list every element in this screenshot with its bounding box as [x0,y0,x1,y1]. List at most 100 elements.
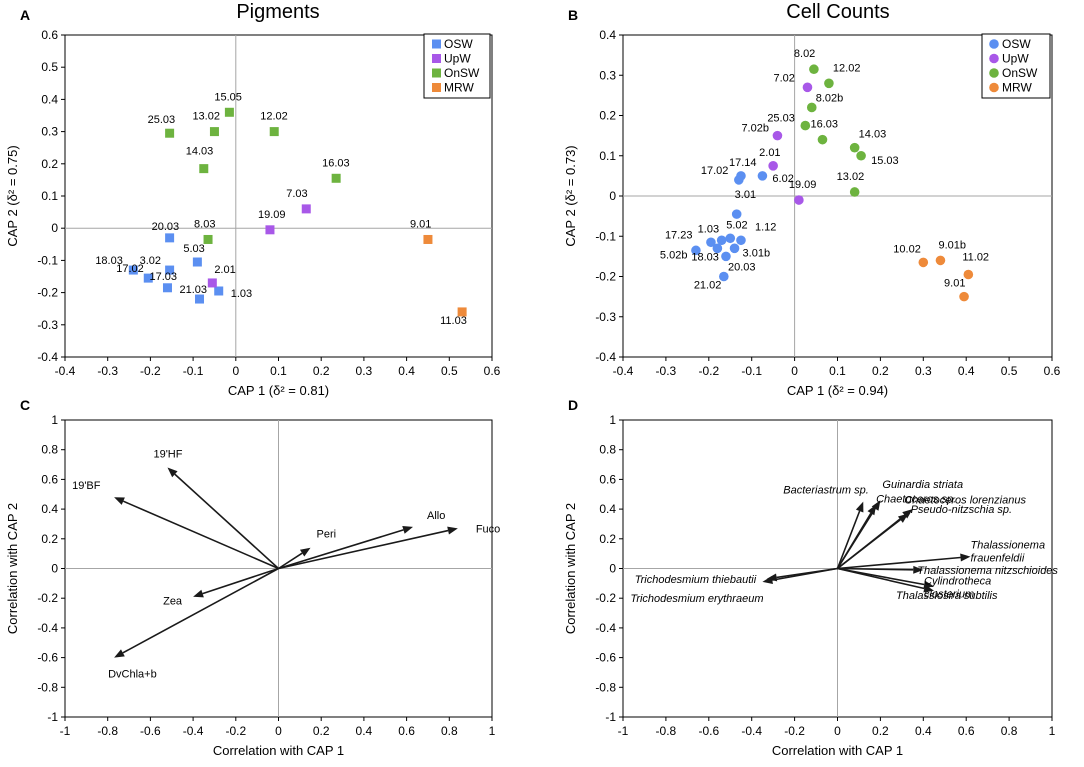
panel-b: B Cell Counts -0.4 -0.3 -0.2 -0.1 0 0.1 0.2 0.3 0.… [563,1,1061,398]
vector-label: Zea [163,596,183,608]
y-tick-label: 0 [609,562,616,576]
point-label: 19.09 [258,209,286,221]
y-tick-label: -0.8 [37,680,58,694]
vector-arrowhead [299,547,311,557]
data-point [800,120,811,131]
point-label: 9.01 [944,278,965,290]
point-label: 8.02 [794,48,815,60]
legend-label: MRW [1002,81,1032,95]
vector-arrow [837,567,914,571]
data-point [165,233,175,243]
point-label: 5.03 [183,243,204,255]
y-tick-label: 0.4 [599,28,616,42]
vector-arrowhead [871,500,881,511]
x-tick-label: 0.4 [958,364,975,378]
data-point [772,130,783,141]
vector-arrow [837,514,906,570]
x-tick-label: -0.6 [698,724,719,738]
vector-label: Thalassionema frauenfeldii [970,540,1045,565]
y-tick-label: 0.8 [599,443,616,457]
y-tick-label: 0.4 [41,502,58,516]
y-tick-label: -1 [605,710,616,724]
chart-title: Cell Counts [786,1,889,23]
y-tick-label: -0.1 [595,229,616,243]
x-tick-label: 0.6 [484,364,501,378]
x-tick-label: 0 [834,724,841,738]
point-label: 17.14 [729,157,757,169]
data-point [806,102,817,113]
x-tick-label: -0.6 [140,724,161,738]
point-label: 1.12 [755,221,776,233]
vector-arrowhead [923,584,935,593]
vector-arrowhead [855,501,864,513]
point-label: 25.03 [148,114,176,126]
vector-label: Peri [317,529,337,541]
data-point [736,235,746,246]
point-label: 2.01 [759,147,780,159]
point-label: 3.01b [743,247,771,259]
point-label: 3.01 [735,189,756,201]
y-tick-label: 0.4 [599,502,616,516]
y-tick-label: -0.4 [37,621,58,635]
vector-arrowhead [762,576,773,585]
x-tick-label: -0.3 [656,364,677,378]
point-label: 14.03 [186,146,214,158]
data-point [856,150,866,161]
point-label: 12.02 [260,111,288,123]
data-point [757,171,768,181]
y-tick-label: 0.2 [41,157,58,171]
vector-label: Thalassiosira subtilis [896,590,998,602]
data-point [457,307,467,317]
data-point [719,271,729,282]
data-point [165,128,175,138]
data-point [794,195,804,205]
x-tick-label: -0.4 [183,724,204,738]
data-point [716,235,727,246]
vector-label: Fuco [476,523,500,535]
x-tick-label: 0 [232,364,239,378]
data-point [802,82,813,93]
x-tick-label: 0 [275,724,282,738]
data-point [165,265,175,275]
y-axis-label: CAP 2 (δ² = 0.75) [5,145,20,246]
y-tick-label: 0.6 [41,472,58,486]
x-axis-label: Correlation with CAP 1 [772,743,903,758]
vector-arrow [174,473,280,570]
y-tick-label: -0.2 [37,286,58,300]
x-tick-label: -1 [60,724,71,738]
data-point [809,64,819,75]
data-point [192,257,202,267]
point-label: 20.03 [152,221,180,233]
y-axis-label: Correlation with CAP 2 [5,503,20,634]
x-tick-label: 0.6 [958,724,975,738]
x-tick-label: 0.6 [398,724,415,738]
panel-letter: D [568,397,578,413]
legend-marker [432,83,441,92]
x-tick-label: -0.1 [183,364,204,378]
y-tick-label: 0.4 [41,92,58,106]
point-label: 8.03 [194,218,215,230]
data-point [143,273,153,283]
x-tick-label: 0 [791,364,798,378]
point-label: 17.23 [665,229,693,241]
data-point [734,175,744,185]
x-tick-label: -0.1 [741,364,762,378]
y-tick-label: 1 [609,413,616,427]
point-label: 25.03 [767,113,795,125]
legend-label: UpW [444,52,471,66]
y-tick-label: 0.3 [599,68,616,82]
y-tick-label: -0.2 [595,270,616,284]
panel-letter: A [20,7,30,23]
data-point [963,269,974,280]
x-tick-label: -0.4 [613,364,634,378]
x-tick-label: 0.4 [356,724,373,738]
vector-label: DvChla+b [108,669,157,681]
x-tick-label: -0.4 [55,364,76,378]
vector-arrow [122,567,279,654]
vector-arrowhead [902,509,913,519]
vector-label: Chaetoceros sp. [876,494,956,506]
x-tick-label: -0.4 [741,724,762,738]
point-label: 18.03 [691,251,719,263]
vector-label: Trichodesmium thiebautii [635,574,757,586]
